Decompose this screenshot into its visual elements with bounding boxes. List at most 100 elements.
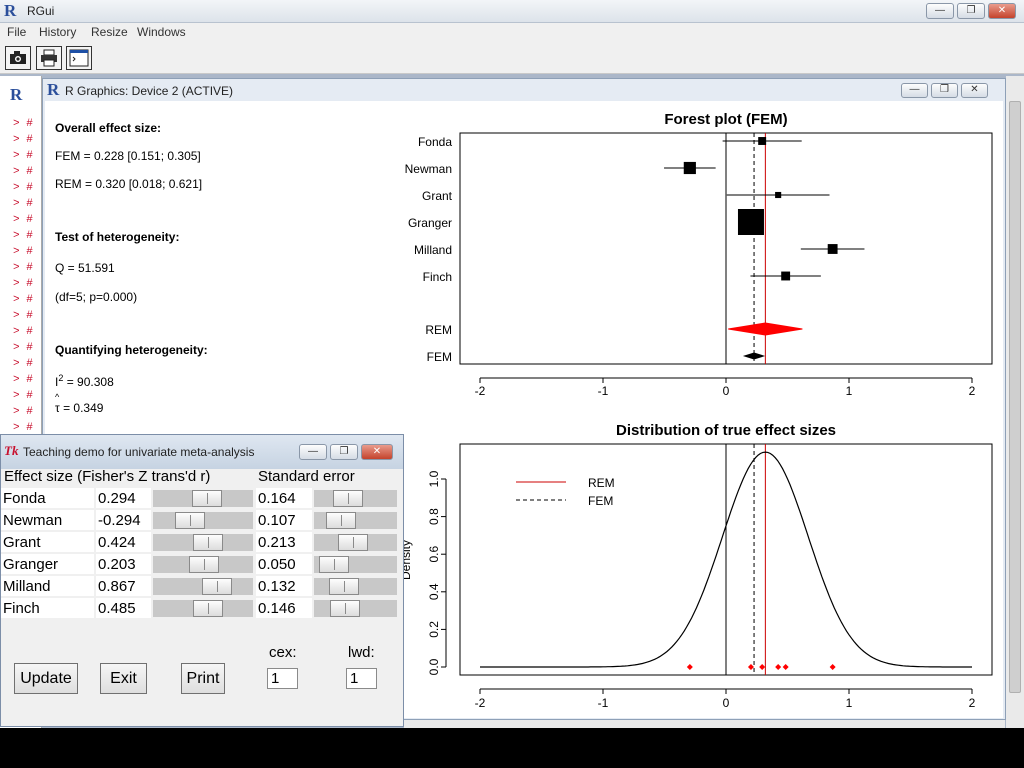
rgui-title: RGui xyxy=(27,4,55,18)
density-curve xyxy=(480,451,972,668)
effect-slider[interactable] xyxy=(153,512,253,529)
se-slider[interactable] xyxy=(314,600,397,617)
study-point xyxy=(829,664,836,670)
se-value-cell[interactable]: 0.213 xyxy=(256,532,312,553)
printer-icon[interactable] xyxy=(36,46,62,70)
cex-input[interactable] xyxy=(267,668,298,689)
se-slider[interactable] xyxy=(314,512,397,529)
menu-resize[interactable]: Resize xyxy=(91,25,128,39)
i2-label: I xyxy=(55,375,59,389)
slider-knob[interactable] xyxy=(330,600,360,617)
study-effect-marker xyxy=(781,271,791,281)
plots-svg: Forest plot (FEM) Fonda Newman Grant Granger… xyxy=(399,111,993,710)
scrollbar-thumb[interactable] xyxy=(1009,101,1021,693)
tau-hat: ^ xyxy=(55,392,60,402)
tk-titlebar[interactable]: Tk Teaching demo for univariate meta-ana… xyxy=(1,435,403,469)
se-value-cell[interactable]: 0.146 xyxy=(256,598,312,619)
rgui-main-window: R RGui — ❐ ✕ File History Resize Windows… xyxy=(0,0,1024,728)
pooled-diamond xyxy=(742,352,766,360)
effect-slider[interactable] xyxy=(153,600,253,617)
effect-value-cell[interactable]: 0.203 xyxy=(96,554,151,575)
exit-button[interactable]: Exit xyxy=(100,663,147,694)
effect-slider[interactable] xyxy=(153,556,253,573)
se-slider[interactable] xyxy=(314,556,397,573)
study-row: Fonda 0.294 0.164 xyxy=(1,488,397,510)
tau: ^ τ = 0.349 xyxy=(55,392,103,415)
console-prompt-line: > # xyxy=(13,166,33,178)
study-effect-marker xyxy=(827,244,838,254)
lwd-input[interactable] xyxy=(346,668,377,689)
console-prompt-line: > # xyxy=(13,310,33,322)
device-title: R Graphics: Device 2 (ACTIVE) xyxy=(65,84,234,98)
slider-knob[interactable] xyxy=(189,556,219,573)
effect-slider[interactable] xyxy=(153,534,253,551)
menu-history[interactable]: History xyxy=(39,25,77,39)
close-button[interactable]: ✕ xyxy=(988,3,1016,19)
console-prompt-line: > # xyxy=(13,118,33,130)
horizontal-scrollbar[interactable] xyxy=(404,720,1005,728)
window-icon[interactable] xyxy=(66,46,92,70)
tk-maximize-button[interactable]: ❐ xyxy=(330,444,358,460)
menu-file[interactable]: File xyxy=(7,25,27,39)
effect-value-cell[interactable]: 0.294 xyxy=(96,488,151,509)
slider-knob[interactable] xyxy=(192,490,222,507)
se-value-cell[interactable]: 0.107 xyxy=(256,510,312,531)
maximize-button[interactable]: ❐ xyxy=(957,3,985,19)
slider-knob[interactable] xyxy=(202,578,232,595)
study-row: Finch 0.485 0.146 xyxy=(1,598,397,620)
vertical-scrollbar[interactable] xyxy=(1006,76,1024,728)
lwd-label: lwd: xyxy=(348,644,375,661)
se-slider[interactable] xyxy=(314,534,397,551)
effect-value-cell[interactable]: 0.485 xyxy=(96,598,151,619)
study-name-cell: Fonda xyxy=(1,488,94,509)
print-button[interactable]: Print xyxy=(181,663,225,694)
update-button[interactable]: Update xyxy=(14,663,78,694)
density-y-tick-label: 0.8 xyxy=(427,508,441,525)
slider-knob[interactable] xyxy=(326,512,356,529)
r-logo-icon: R xyxy=(10,85,23,104)
se-value-cell[interactable]: 0.050 xyxy=(256,554,312,575)
study-name-cell: Granger xyxy=(1,554,94,575)
effect-value-cell[interactable]: 0.867 xyxy=(96,576,151,597)
pooled-diamond xyxy=(728,322,803,336)
se-value-cell[interactable]: 0.164 xyxy=(256,488,312,509)
slider-knob[interactable] xyxy=(333,490,363,507)
effect-slider[interactable] xyxy=(153,578,253,595)
camera-icon[interactable] xyxy=(5,46,31,70)
study-row: Newman -0.294 0.107 xyxy=(1,510,397,532)
console-prompt-line: > # xyxy=(13,214,33,226)
se-value-cell[interactable]: 0.132 xyxy=(256,576,312,597)
effect-value-cell[interactable]: 0.424 xyxy=(96,532,151,553)
effect-value-cell[interactable]: -0.294 xyxy=(96,510,151,531)
tk-minimize-button[interactable]: — xyxy=(299,444,327,460)
slider-knob[interactable] xyxy=(338,534,368,551)
r-logo-icon: R xyxy=(4,1,17,20)
console-prompt-line: > # xyxy=(13,406,33,418)
rgui-titlebar[interactable]: R RGui — ❐ ✕ xyxy=(0,0,1024,23)
effect-slider[interactable] xyxy=(153,490,253,507)
device-maximize-button[interactable]: ❐ xyxy=(931,83,958,98)
menu-windows[interactable]: Windows xyxy=(137,25,186,39)
study-label: Milland xyxy=(414,243,452,257)
device-titlebar[interactable]: R R Graphics: Device 2 (ACTIVE) — ❐ ✕ xyxy=(43,79,1005,101)
density-x-tick-label: -1 xyxy=(598,696,609,710)
console-prompt-line: > # xyxy=(13,374,33,386)
density-y-tick-label: 1.0 xyxy=(427,470,441,487)
device-close-button[interactable]: ✕ xyxy=(961,83,988,98)
slider-knob[interactable] xyxy=(329,578,359,595)
tk-close-button[interactable]: ✕ xyxy=(361,444,393,460)
se-slider[interactable] xyxy=(314,578,397,595)
console-prompt-line: > # xyxy=(13,278,33,290)
slider-knob[interactable] xyxy=(175,512,205,529)
slider-knob[interactable] xyxy=(193,600,223,617)
rem-estimate: REM = 0.320 [0.018; 0.621] xyxy=(55,177,203,191)
minimize-button[interactable]: — xyxy=(926,3,954,19)
cex-label: cex: xyxy=(269,644,297,661)
console-prompt-line: > # xyxy=(13,246,33,258)
q-statistic: Q = 51.591 xyxy=(55,261,115,275)
density-y-tick-label: 0.6 xyxy=(427,546,441,563)
slider-knob[interactable] xyxy=(193,534,223,551)
device-minimize-button[interactable]: — xyxy=(901,83,928,98)
slider-knob[interactable] xyxy=(319,556,349,573)
se-slider[interactable] xyxy=(314,490,397,507)
